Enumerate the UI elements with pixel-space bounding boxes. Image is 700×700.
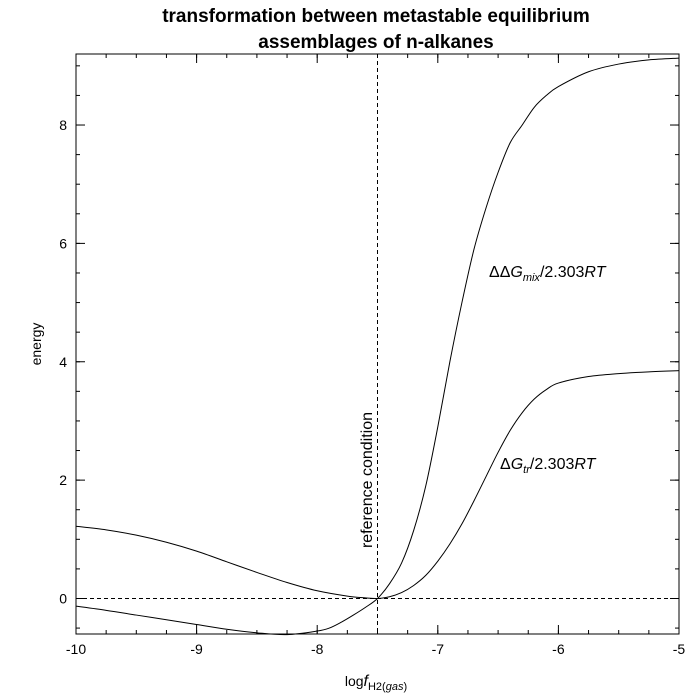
x-tick-label: -6 (552, 641, 565, 657)
chart-title-line2: assemblages of n-alkanes (258, 32, 494, 53)
chart-title-line1: transformation between metastable equili… (162, 6, 590, 27)
x-tick-label: -9 (190, 641, 203, 657)
dgtr-g: G (511, 456, 523, 473)
reference-condition-label: reference condition (359, 412, 376, 548)
dgtr-tail: /2.303 (530, 456, 575, 473)
ddgmix-g: G (510, 264, 522, 281)
x-axis-label-subscript-end: ) (403, 681, 407, 693)
y-tick-label: 2 (59, 472, 67, 488)
x-tick-label: -8 (311, 641, 324, 657)
series-annotation-dgtr: ΔGtr/2.303RT (500, 456, 597, 476)
series-line-ddgmix (75, 57, 680, 636)
dgtr-rt: RT (574, 456, 596, 473)
y-tick-label: 8 (59, 117, 67, 133)
ddgmix-delta: ΔΔ (489, 264, 511, 281)
x-axis-label-subscript: H2( (368, 681, 386, 693)
dgtr-delta: Δ (500, 456, 511, 473)
y-axis-label: energy (28, 323, 44, 366)
x-tick-label: -7 (432, 641, 445, 657)
dgtr-sub: tr (523, 464, 531, 476)
y-tick-label: 4 (59, 354, 67, 370)
x-tick-label: -10 (66, 641, 86, 657)
x-axis-label-prefix: log (345, 673, 364, 689)
series-annotation-ddgmix: ΔΔGmix/2.303RT (489, 264, 607, 284)
ddgmix-rt: RT (584, 264, 606, 281)
series-line-dgtr (75, 370, 680, 600)
ddgmix-tail: /2.303 (540, 264, 585, 281)
x-axis-label-italic: f (364, 673, 370, 690)
ddgmix-sub: mix (523, 272, 541, 284)
x-axis-label-subscript-italic: gas (386, 681, 404, 693)
y-tick-label: 0 (59, 590, 67, 606)
plot-area: -10 -9 -8 -7 -6 -5 0 2 4 6 8 (59, 53, 686, 657)
x-axis-label: logfH2(gas) (345, 673, 407, 693)
y-tick-label: 6 (59, 235, 67, 251)
x-tick-label: -5 (673, 641, 686, 657)
